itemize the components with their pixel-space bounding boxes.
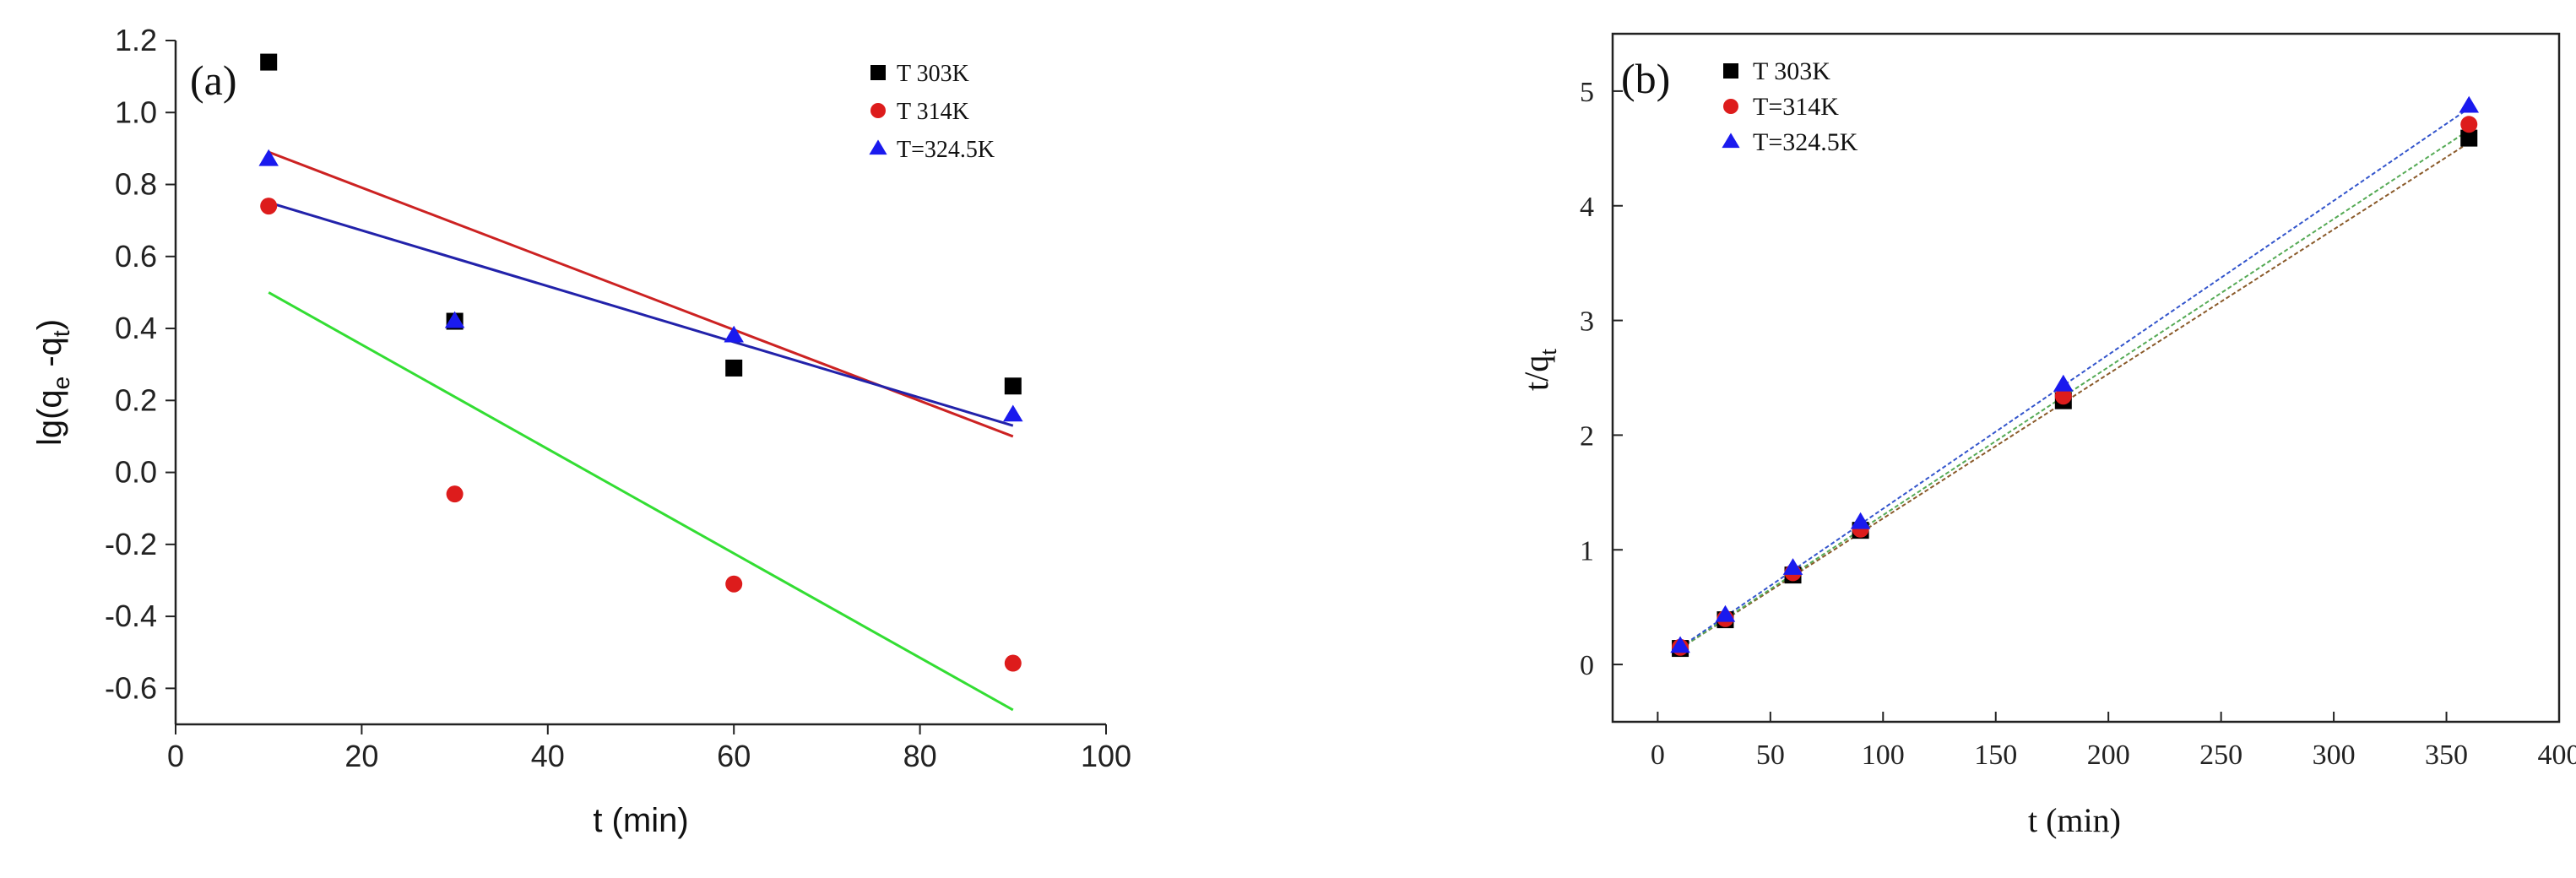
data-point-T=303K	[2460, 129, 2478, 147]
x-tick-label: 400	[2538, 740, 2576, 771]
x-tick-label: 40	[531, 739, 565, 773]
x-tick-label: 100	[1081, 739, 1131, 773]
legend-label: T=314K	[1753, 93, 1839, 121]
legend-marker-T=324.5K	[1722, 133, 1740, 149]
data-point-T=303K	[260, 53, 278, 71]
fit-line-T=314K	[268, 291, 1014, 712]
legend-label: T=324.5K	[897, 137, 995, 163]
y-tick-label: 0.8	[115, 167, 157, 202]
y-axis-label-part: lg(q	[31, 389, 68, 446]
y-axis-label-part: t/q	[1517, 355, 1555, 391]
y-axis-label-subscript: t	[48, 330, 74, 337]
legend-label: T=324.5K	[1753, 128, 1858, 156]
data-point-T=324.5K	[1715, 604, 1736, 622]
y-tick-label: 5	[1580, 77, 1594, 108]
legend-label: T 314K	[897, 99, 969, 125]
y-tick-label: 1.0	[115, 95, 157, 129]
y-axis-label: t/qt	[1517, 349, 1562, 391]
y-tick-label: 3	[1580, 306, 1594, 338]
y-tick-label: 4	[1580, 192, 1594, 223]
x-tick-label: 150	[1974, 740, 2017, 771]
legend-marker-T=303K	[870, 65, 886, 80]
legend-label: T 303K	[1753, 57, 1830, 85]
data-point-T=324.5K	[258, 149, 279, 166]
plot-frame	[1611, 32, 2561, 724]
panel-label: (b)	[1621, 55, 1670, 102]
data-point-T=314K	[260, 198, 278, 215]
x-axis-label: t (min)	[2028, 801, 2121, 839]
data-point-T=303K	[1004, 377, 1022, 395]
x-tick-label: 20	[344, 739, 378, 773]
y-axis-label: lg(qe -qt)	[31, 319, 74, 446]
y-tick-label: 0.2	[115, 382, 157, 417]
x-tick-label: 0	[167, 739, 184, 773]
y-tick-label: -0.4	[105, 599, 157, 633]
data-point-T=314K	[1004, 654, 1022, 672]
fit-line-T=324.5K	[268, 201, 1014, 427]
data-point-T=314K	[2460, 116, 2478, 133]
x-tick-label: 250	[2199, 740, 2242, 771]
legend-marker-T=324.5K	[869, 139, 887, 155]
y-axis-label-part: -q	[31, 337, 68, 377]
legend: T 303K T 314K T=324.5K	[869, 61, 995, 163]
data-point-T=324.5K	[1850, 512, 1871, 529]
x-tick-label: 60	[717, 739, 751, 773]
data-point-T=314K	[725, 575, 743, 593]
x-tick-label: 300	[2313, 740, 2356, 771]
y-tick-label: 0.6	[115, 239, 157, 274]
data-point-T=314K	[2054, 388, 2072, 405]
x-tick-label: 50	[1756, 740, 1785, 771]
y-tick-label: 1.2	[115, 23, 157, 57]
y-tick-label: 0	[1580, 650, 1594, 681]
data-point-T=303K	[725, 359, 743, 377]
legend-marker-T=303K	[1723, 63, 1738, 79]
chart-panel-a: 0 20 40 60 80 100 -0.6 -0.4 -0.2 0.0 0.2 0.4 0.6 0.8 1…	[31, 23, 1131, 839]
legend-marker-T=314K	[1723, 99, 1738, 114]
y-axis-label-subscript: t	[1536, 349, 1562, 355]
chart-panel-b: 0 50 100 150 200 250 300 350 400 0 1 2 3 4 5 t (min) t/q…	[1517, 32, 2576, 839]
data-point-T=324.5K	[2053, 374, 2074, 392]
x-axis-label: t (min)	[593, 802, 688, 839]
legend: T 303K T=314K T=324.5K	[1722, 57, 1858, 156]
y-axis-label-subscript: e	[48, 377, 74, 390]
x-tick-label: 0	[1651, 740, 1665, 771]
y-tick-label: 0.0	[115, 455, 157, 490]
y-tick-label: 1	[1580, 535, 1594, 566]
y-tick-label: -0.2	[105, 527, 157, 561]
y-tick-label: 0.4	[115, 311, 157, 345]
data-point-T=324.5K	[1782, 558, 1803, 575]
data-point-T=324.5K	[1670, 636, 1690, 653]
x-tick-label: 200	[2087, 740, 2130, 771]
data-point-T=324.5K	[724, 325, 744, 343]
data-point-T=314K	[446, 485, 464, 503]
y-tick-label: 2	[1580, 420, 1594, 452]
y-axis-label-part: )	[31, 319, 68, 330]
fit-line-T=303K	[1679, 142, 2470, 649]
panel-label: (a)	[190, 57, 237, 104]
x-tick-label: 100	[1862, 740, 1905, 771]
data-point-T=324.5K	[1003, 404, 1023, 422]
data-point-T=324.5K	[444, 311, 465, 328]
fit-line-T=303K	[268, 150, 1014, 438]
fit-line-T=324.5K	[1679, 107, 2470, 648]
x-tick-label: 350	[2425, 740, 2468, 771]
legend-marker-T=314K	[870, 103, 886, 118]
legend-label: T 303K	[897, 61, 969, 87]
y-tick-label: -0.6	[105, 670, 157, 705]
data-point-T=324.5K	[2459, 95, 2480, 113]
x-tick-label: 80	[903, 739, 937, 773]
fit-line-T=314K	[1679, 129, 2470, 649]
